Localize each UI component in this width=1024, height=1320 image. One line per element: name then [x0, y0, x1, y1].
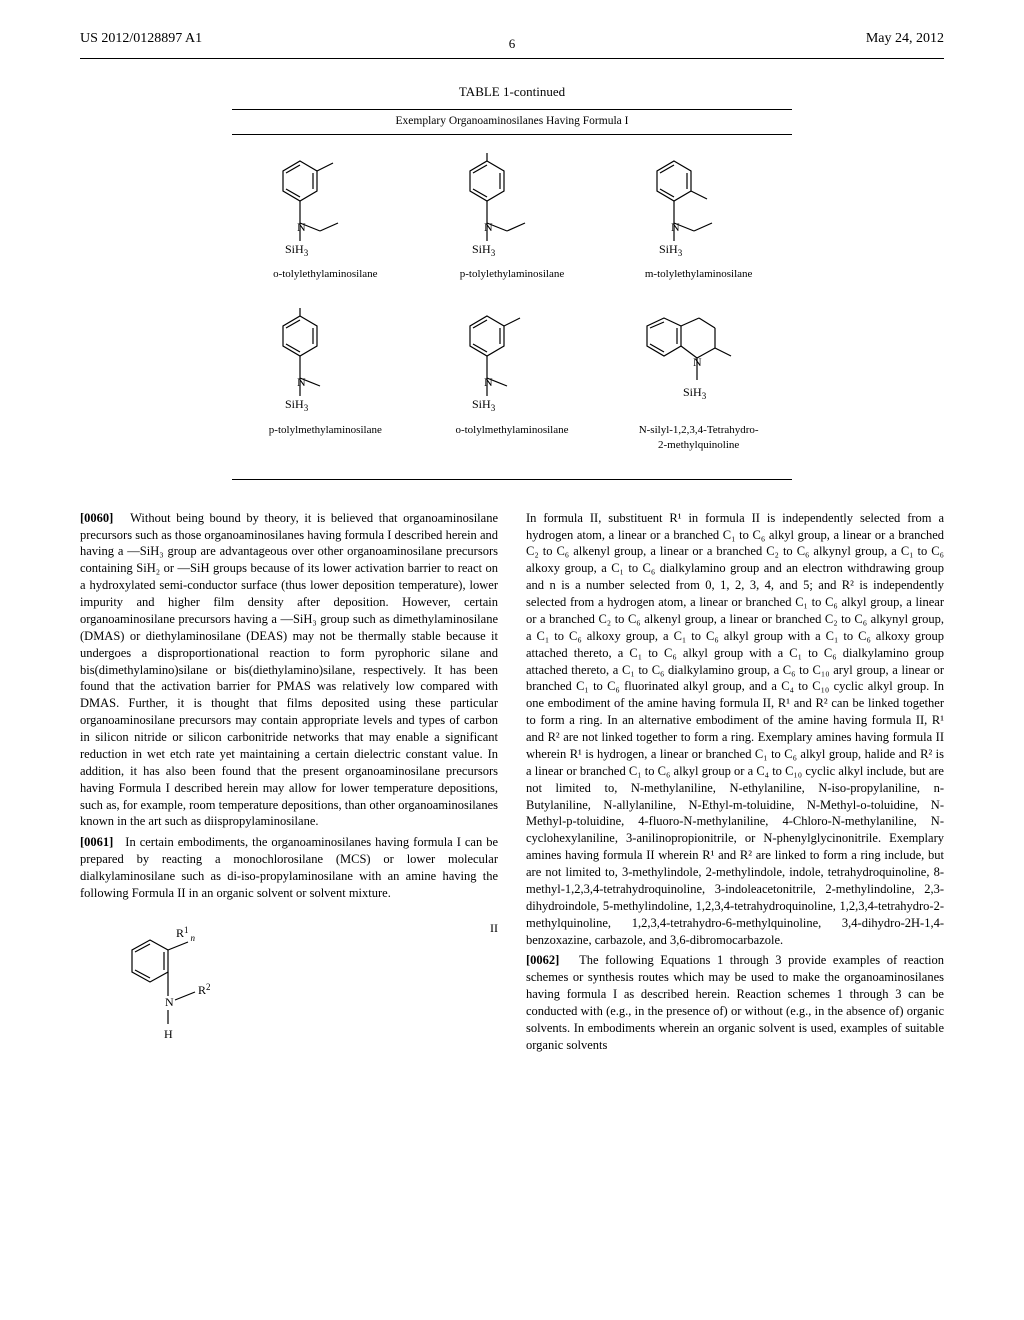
paragraph-60: [0060] Without being bound by theory, it… [80, 510, 498, 831]
left-column: [0060] Without being bound by theory, it… [80, 510, 498, 1058]
paragraph-62: [0062] The following Equations 1 through… [526, 952, 944, 1053]
header-divider [80, 58, 944, 59]
formula-label: II [490, 920, 498, 936]
formula-ii: II R1n N R2 H [110, 920, 498, 1055]
svg-text:N: N [693, 355, 702, 369]
para-number: [0060] [80, 511, 113, 525]
para-text: Without being bound by theory, it is bel… [80, 511, 498, 829]
svg-text:N: N [165, 995, 174, 1009]
molecule-label: o-tolylmethylaminosilane [427, 423, 597, 438]
para-text: The following Equations 1 through 3 prov… [526, 953, 944, 1051]
table-subtitle: Exemplary Organoaminosilanes Having Form… [232, 109, 792, 135]
svg-text:N: N [484, 375, 493, 389]
paragraph-61: [0061] In certain embodiments, the organ… [80, 834, 498, 902]
formula-ii-structure-icon: R1n N R2 H [110, 920, 280, 1050]
molecule-cell: N SiH3 p-tolylmethylaminosilane [240, 308, 410, 453]
para-number: [0062] [526, 953, 559, 967]
two-column-body: [0060] Without being bound by theory, it… [80, 510, 944, 1058]
molecule-row: N SiH3 o-tolylethylaminosilane [232, 153, 792, 283]
molecule-p-tolylmethylaminosilane-icon: N SiH3 [245, 308, 405, 418]
molecule-cell: N SiH3 o-tolylmethylaminosilane [427, 308, 597, 453]
molecule-cell: N SiH3 N-silyl-1,2,3,4-Tetrahydro- 2-met… [614, 308, 784, 453]
molecule-label: p-tolylethylaminosilane [427, 267, 597, 282]
molecule-o-tolylmethylaminosilane-icon: N SiH3 [432, 308, 592, 418]
molecule-cell: N SiH3 m-tolylethylaminosilane [614, 153, 784, 283]
molecule-cell: N SiH3 o-tolylethylaminosilane [240, 153, 410, 283]
patent-number: US 2012/0128897 A1 [80, 30, 202, 49]
molecule-row: N SiH3 p-tolylmethylaminosilane [232, 308, 792, 453]
svg-text:H: H [164, 1027, 173, 1041]
molecule-p-tolylethylaminosilane-icon: N SiH3 [432, 153, 592, 263]
svg-text:SiH3: SiH3 [472, 397, 496, 413]
molecule-n-silyl-tetrahydroquinoline-icon: N SiH3 [619, 308, 779, 418]
svg-text:R1n: R1n [176, 925, 196, 943]
right-column: In formula II, substituent R¹ in formula… [526, 510, 944, 1058]
molecule-label: N-silyl-1,2,3,4-Tetrahydro- 2-methylquin… [614, 423, 784, 453]
svg-text:R2: R2 [198, 982, 211, 997]
svg-text:SiH3: SiH3 [472, 242, 496, 258]
svg-text:N: N [671, 220, 680, 234]
table-1-continued: TABLE 1-continued Exemplary Organoaminos… [232, 83, 792, 479]
molecule-label: o-tolylethylaminosilane [240, 267, 410, 282]
para-number: [0061] [80, 835, 113, 849]
para-text: In certain embodiments, the organoaminos… [80, 835, 498, 900]
svg-text:SiH3: SiH3 [683, 385, 707, 401]
molecule-cell: N SiH3 p-tolylethylaminosilane [427, 153, 597, 283]
svg-text:SiH3: SiH3 [285, 242, 309, 258]
svg-text:N: N [297, 220, 306, 234]
table-title: TABLE 1-continued [232, 83, 792, 101]
svg-text:N: N [484, 220, 493, 234]
molecule-label: m-tolylethylaminosilane [614, 267, 784, 282]
svg-text:SiH3: SiH3 [659, 242, 683, 258]
col2-continuation: In formula II, substituent R¹ in formula… [526, 510, 944, 949]
svg-text:SiH3: SiH3 [285, 397, 309, 413]
svg-text:N: N [297, 375, 306, 389]
molecule-m-tolylethylaminosilane-icon: N SiH3 [619, 153, 779, 263]
publication-date: May 24, 2012 [866, 30, 944, 49]
table-end-rule [232, 479, 792, 480]
molecule-o-tolylethylaminosilane-icon: N SiH3 [245, 153, 405, 263]
molecule-label: p-tolylmethylaminosilane [240, 423, 410, 438]
